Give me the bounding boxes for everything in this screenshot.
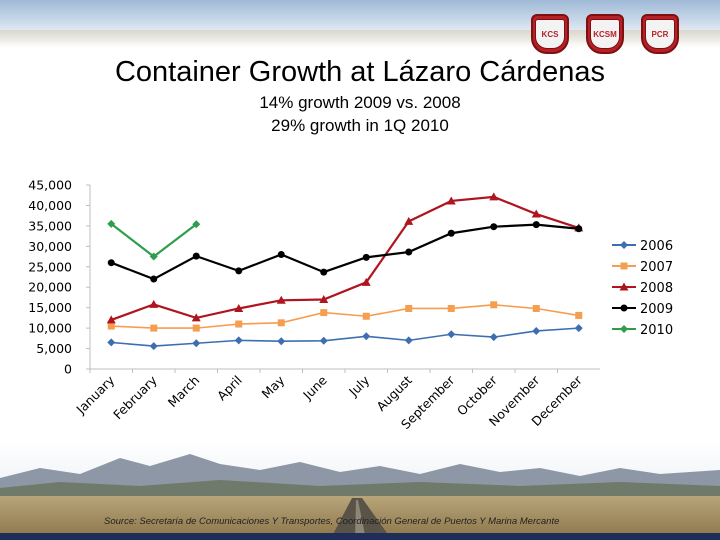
series-2007-line (111, 304, 579, 329)
series-2006-point (319, 336, 328, 345)
x-tick-label: May (258, 372, 287, 401)
series-2009-point (320, 268, 328, 276)
series-2008-point (276, 295, 286, 304)
y-tick-label: 0 (64, 362, 72, 377)
series-2007-point (575, 311, 583, 319)
y-tick-label: 10,000 (28, 321, 72, 336)
series-2006-point (404, 336, 413, 345)
logo-mark: PCR (645, 19, 675, 49)
legend-swatch-marker (619, 282, 629, 291)
series-2007-point (192, 324, 200, 332)
series-2008-point (489, 192, 499, 201)
series-2009-point (447, 229, 455, 237)
y-tick-label: 20,000 (28, 280, 72, 295)
x-tick-label: April (214, 373, 245, 404)
series-2008-point (446, 196, 456, 205)
series-2009-point (405, 248, 413, 256)
bottom-bar (0, 533, 720, 540)
legend-label: 2009 (640, 302, 673, 317)
series-2007-point (235, 320, 243, 328)
series-2010-point (149, 252, 158, 261)
series-2007-point (362, 312, 370, 320)
legend-swatch-marker (620, 262, 628, 270)
landscape-photo (0, 440, 720, 540)
subtitle-line-2: 29% growth in 1Q 2010 (271, 116, 449, 135)
container-growth-chart: 0 5,000 10,000 15,000 20,000 25,000 30,000 35,0… (28, 178, 673, 432)
legend-swatch-marker (620, 325, 628, 333)
x-tick-label: July (345, 372, 373, 400)
series-2007-point (107, 322, 115, 330)
series-2009-point (532, 221, 540, 229)
kansas-city-southern-logo: KCS (531, 14, 569, 54)
series-2009-point (575, 225, 583, 233)
x-tick-label: February (110, 372, 160, 422)
series-2009-point (192, 252, 200, 260)
series-2009-point (277, 251, 285, 259)
series-2009-point (107, 259, 115, 267)
series-2008-point (531, 209, 541, 218)
series-2009-point (490, 223, 498, 231)
series-2006-point (362, 332, 371, 341)
y-tick-label: 45,000 (28, 178, 72, 193)
series-2008-line (110, 195, 580, 321)
series-2008-point (191, 313, 201, 322)
series-2009-point (362, 253, 370, 261)
series-2009-line (110, 223, 579, 281)
legend-label: 2007 (640, 260, 673, 275)
series-2006-point (447, 330, 456, 339)
series-2008-point (361, 277, 371, 286)
legend-swatch-marker (620, 304, 628, 312)
legend-label: 2008 (640, 281, 673, 296)
legend-label: 2010 (640, 323, 673, 338)
y-tick-label: 35,000 (28, 218, 72, 233)
slide-title: Container Growth at Lázaro Cárdenas (114, 56, 606, 88)
y-tick-label: 5,000 (36, 341, 72, 356)
logo-mark: KCSM (590, 19, 620, 49)
series-2006-point (192, 339, 201, 348)
kansas-city-southern-de-mexico-logo: KCSM (586, 14, 624, 54)
subtitle-line-1: 14% growth 2009 vs. 2008 (259, 93, 461, 112)
series-2008-point (404, 216, 414, 225)
y-tick-label: 25,000 (28, 259, 72, 274)
series-2006-point (107, 338, 116, 347)
source-note: Source: Secretaría de Comunicaciones Y T… (104, 516, 560, 527)
series-2006-point (234, 336, 243, 345)
x-tick-label: March (165, 373, 203, 411)
series-2008-point (149, 299, 159, 308)
x-tick-label: August (373, 372, 415, 414)
series-2007-point (277, 319, 285, 327)
series-2009-point (235, 267, 243, 275)
legend-swatch-marker (620, 241, 628, 249)
x-tick-label: June (299, 372, 330, 403)
series-2006-line (111, 327, 579, 347)
series-2006-point (489, 333, 498, 342)
series-2006-point (574, 324, 583, 333)
series-2007-point (320, 309, 328, 317)
series-2008-point (234, 303, 244, 312)
series-2007-point (447, 304, 455, 312)
panama-canal-railway-logo: PCR (641, 14, 679, 54)
series-2010-point (192, 220, 201, 229)
series-2008-point (319, 294, 329, 303)
series-2007-point (150, 324, 158, 332)
series-2007-point (405, 304, 413, 312)
series-2008-point (106, 315, 116, 324)
series-2006-point (149, 342, 158, 351)
series-2006-point (277, 337, 286, 346)
series-2007-point (490, 301, 498, 309)
series-2010-point (107, 219, 116, 228)
y-tick-label: 40,000 (28, 198, 72, 213)
series-2010-line (110, 222, 197, 258)
logo-mark: KCS (535, 19, 565, 49)
series-2009-point (150, 275, 158, 283)
legend-label: 2006 (640, 239, 673, 254)
series-2006-point (532, 326, 541, 335)
series-2007-point (532, 304, 540, 312)
y-tick-label: 30,000 (28, 239, 72, 254)
y-tick-label: 15,000 (28, 300, 72, 315)
